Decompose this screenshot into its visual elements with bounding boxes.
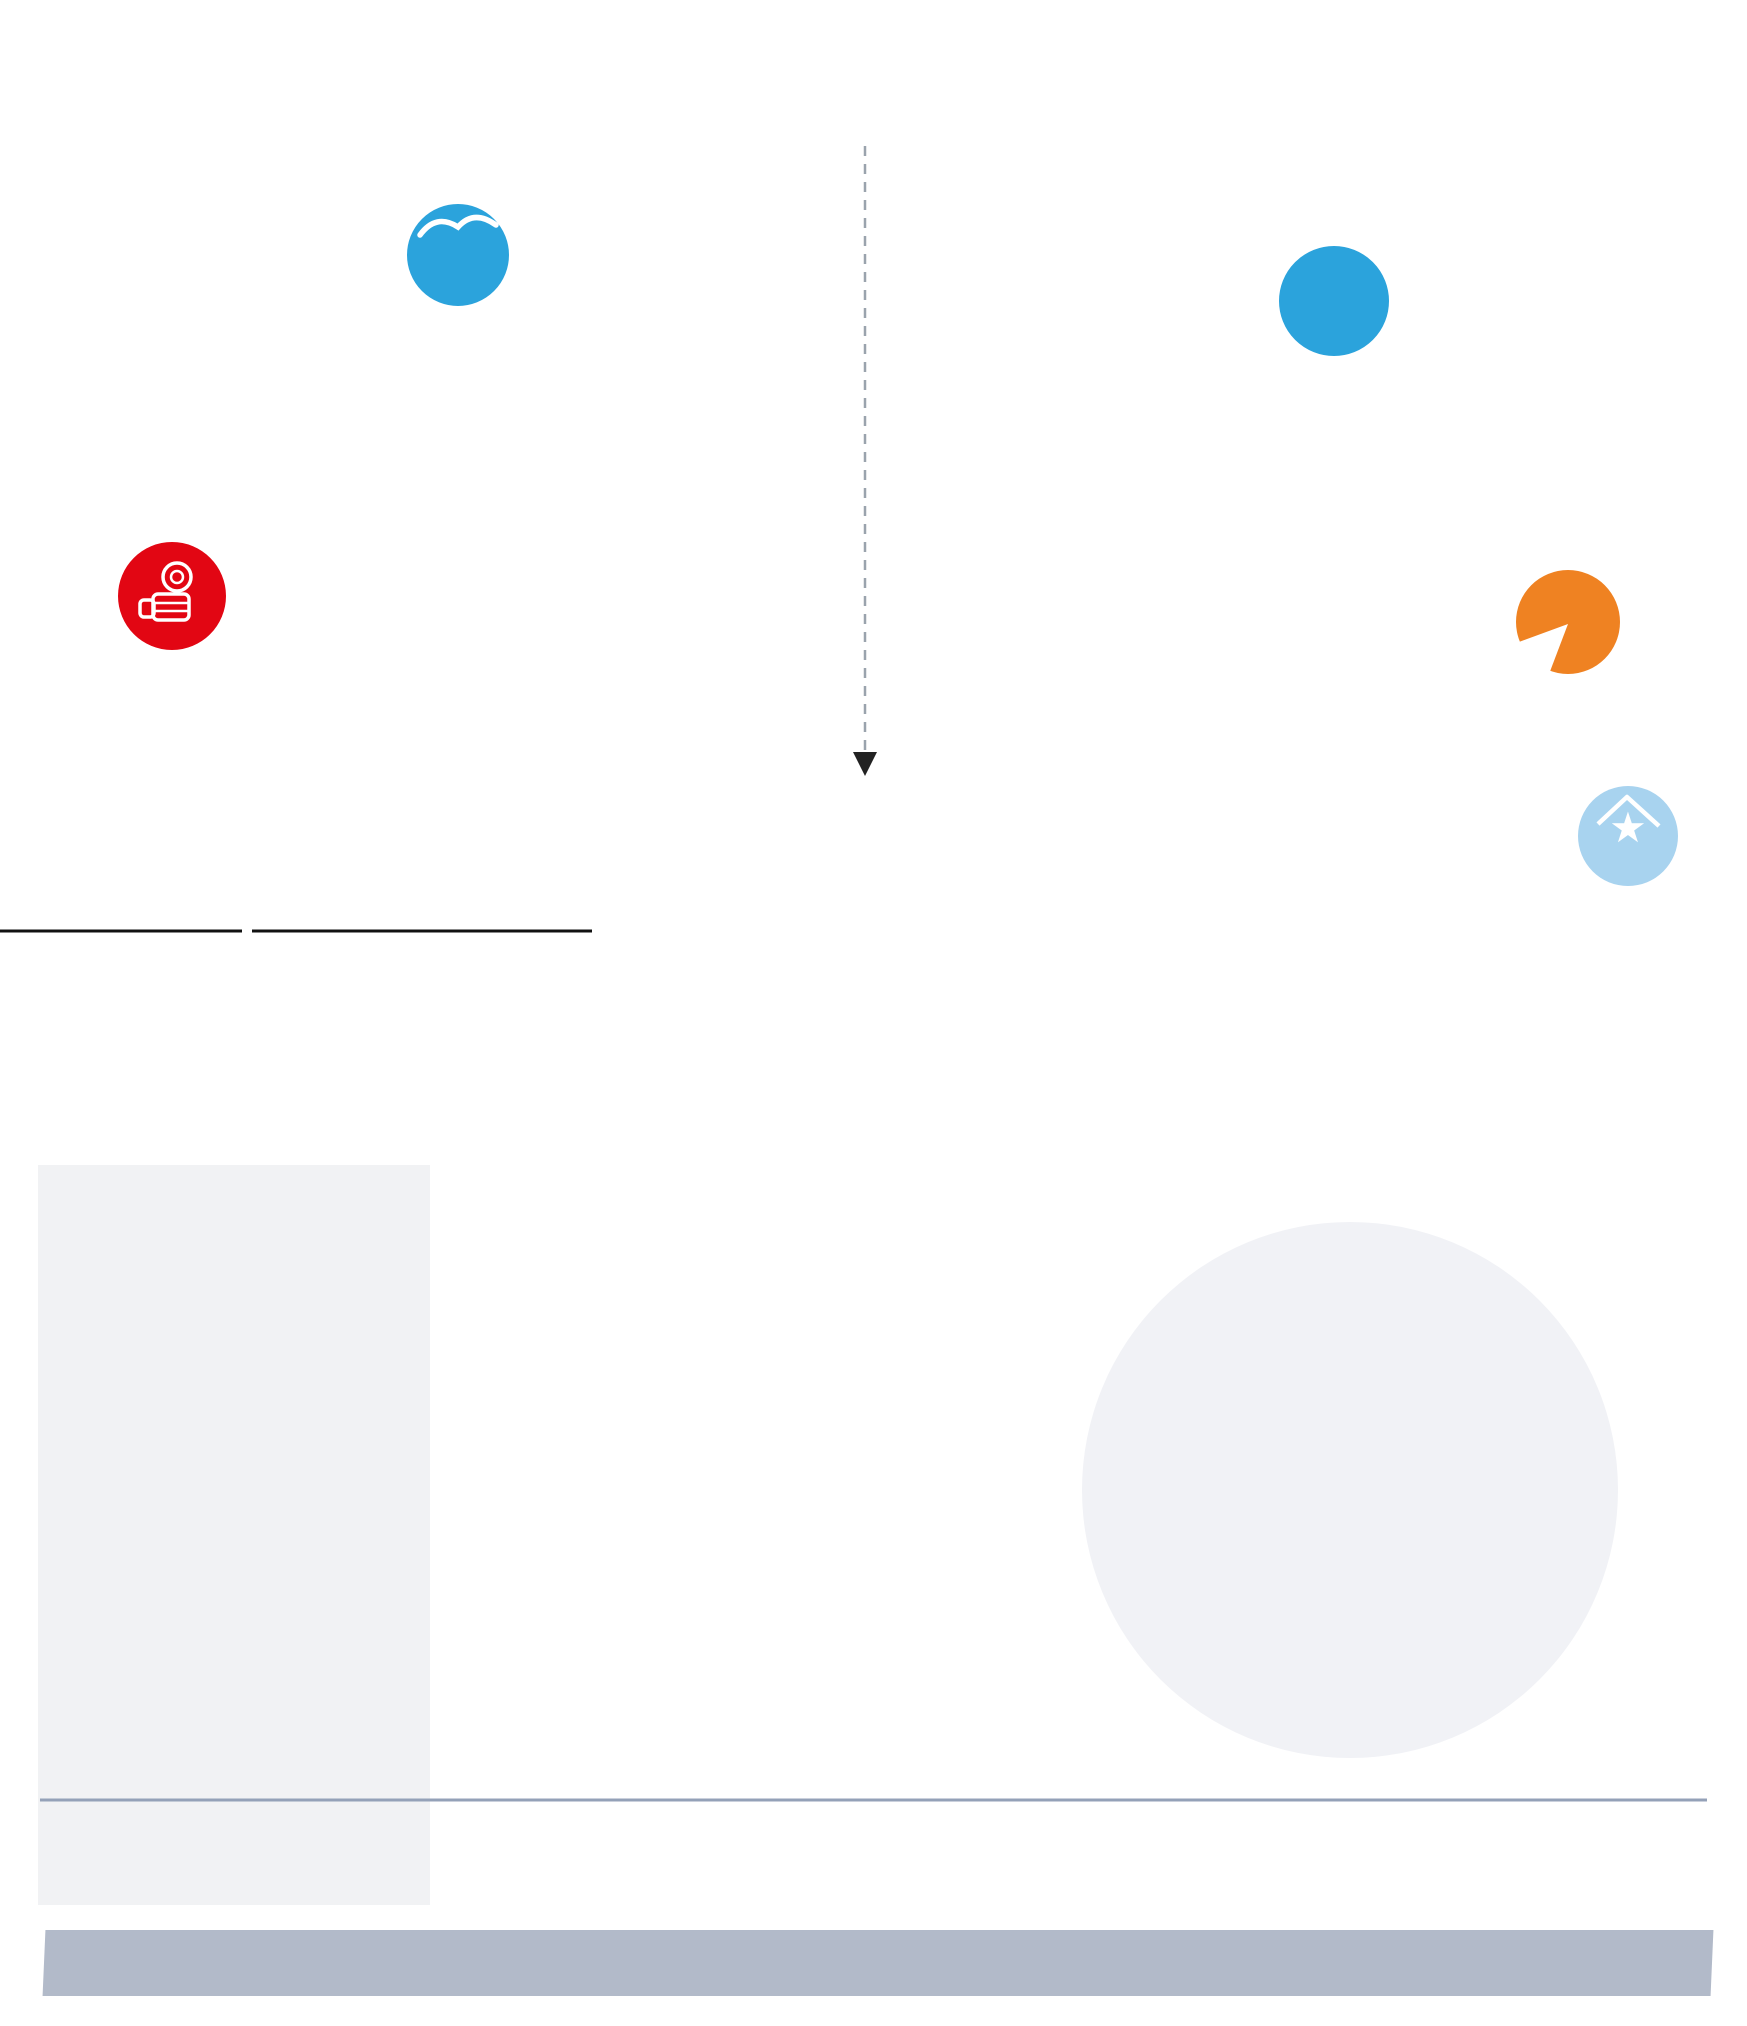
majority-arrow-icon — [853, 752, 877, 776]
abstention-circle — [1082, 1222, 1618, 1758]
tracking-history-band — [38, 1165, 430, 1905]
psoe-logo-icon — [118, 542, 226, 650]
bng-logo-star: ★ — [1609, 803, 1647, 852]
pp-logo-icon — [403, 200, 513, 310]
cs-logo-icon — [1508, 570, 1620, 682]
marea-logo-icon — [1275, 242, 1393, 360]
bng-logo-icon: ★ — [1578, 786, 1678, 886]
footer-bar — [42, 1930, 1714, 1996]
